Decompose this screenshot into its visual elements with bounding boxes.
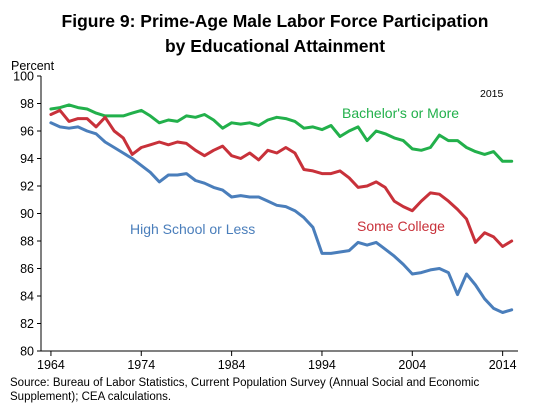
y-axis-label: Percent [11, 59, 55, 73]
x-tick-label: 1994 [308, 358, 336, 372]
y-tick-label: 82 [20, 317, 34, 331]
series-lines [49, 103, 514, 314]
y-tick-label: 100 [13, 70, 34, 84]
chart-title-line-2: by Educational Attainment [165, 36, 385, 56]
y-tick-label: 92 [20, 180, 34, 194]
chart-note: 2015 [480, 88, 504, 100]
source-note: Source: Bureau of Labor Statistics, Curr… [10, 377, 480, 403]
y-tick-label: 84 [20, 290, 34, 304]
y-tick-label: 94 [20, 152, 34, 166]
x-tick-label: 1964 [37, 358, 65, 372]
x-tick-label: 1984 [218, 358, 246, 372]
series-line-high-school-or-less [49, 121, 514, 314]
x-axis-ticks: 1964 1974 1984 1994 2004 2014 [37, 351, 517, 372]
series-label-bachelors: Bachelor's or More [342, 105, 459, 121]
y-tick-label: 90 [20, 207, 34, 221]
y-tick-label: 88 [20, 235, 34, 249]
y-axis-ticks: 80 82 84 86 88 90 92 94 96 98 100 [13, 70, 41, 359]
y-tick-label: 96 [20, 125, 34, 139]
series-label-high-school: High School or Less [130, 221, 255, 237]
y-tick-label: 98 [20, 97, 34, 111]
x-tick-label: 1974 [127, 358, 155, 372]
x-tick-label: 2004 [398, 358, 426, 372]
chart-title-line-1: Figure 9: Prime-Age Male Labor Force Par… [62, 11, 489, 31]
series-line-some-college [49, 108, 514, 248]
y-tick-label: 86 [20, 262, 34, 276]
y-tick-label: 80 [20, 345, 34, 359]
plot-area: 80 82 84 86 88 90 92 94 96 98 100 1964 1974 1984 1994… [13, 70, 518, 372]
series-label-some-college: Some College [357, 218, 445, 234]
x-tick-label: 2014 [489, 358, 517, 372]
series-line-bachelor-s-or-more [49, 103, 514, 163]
